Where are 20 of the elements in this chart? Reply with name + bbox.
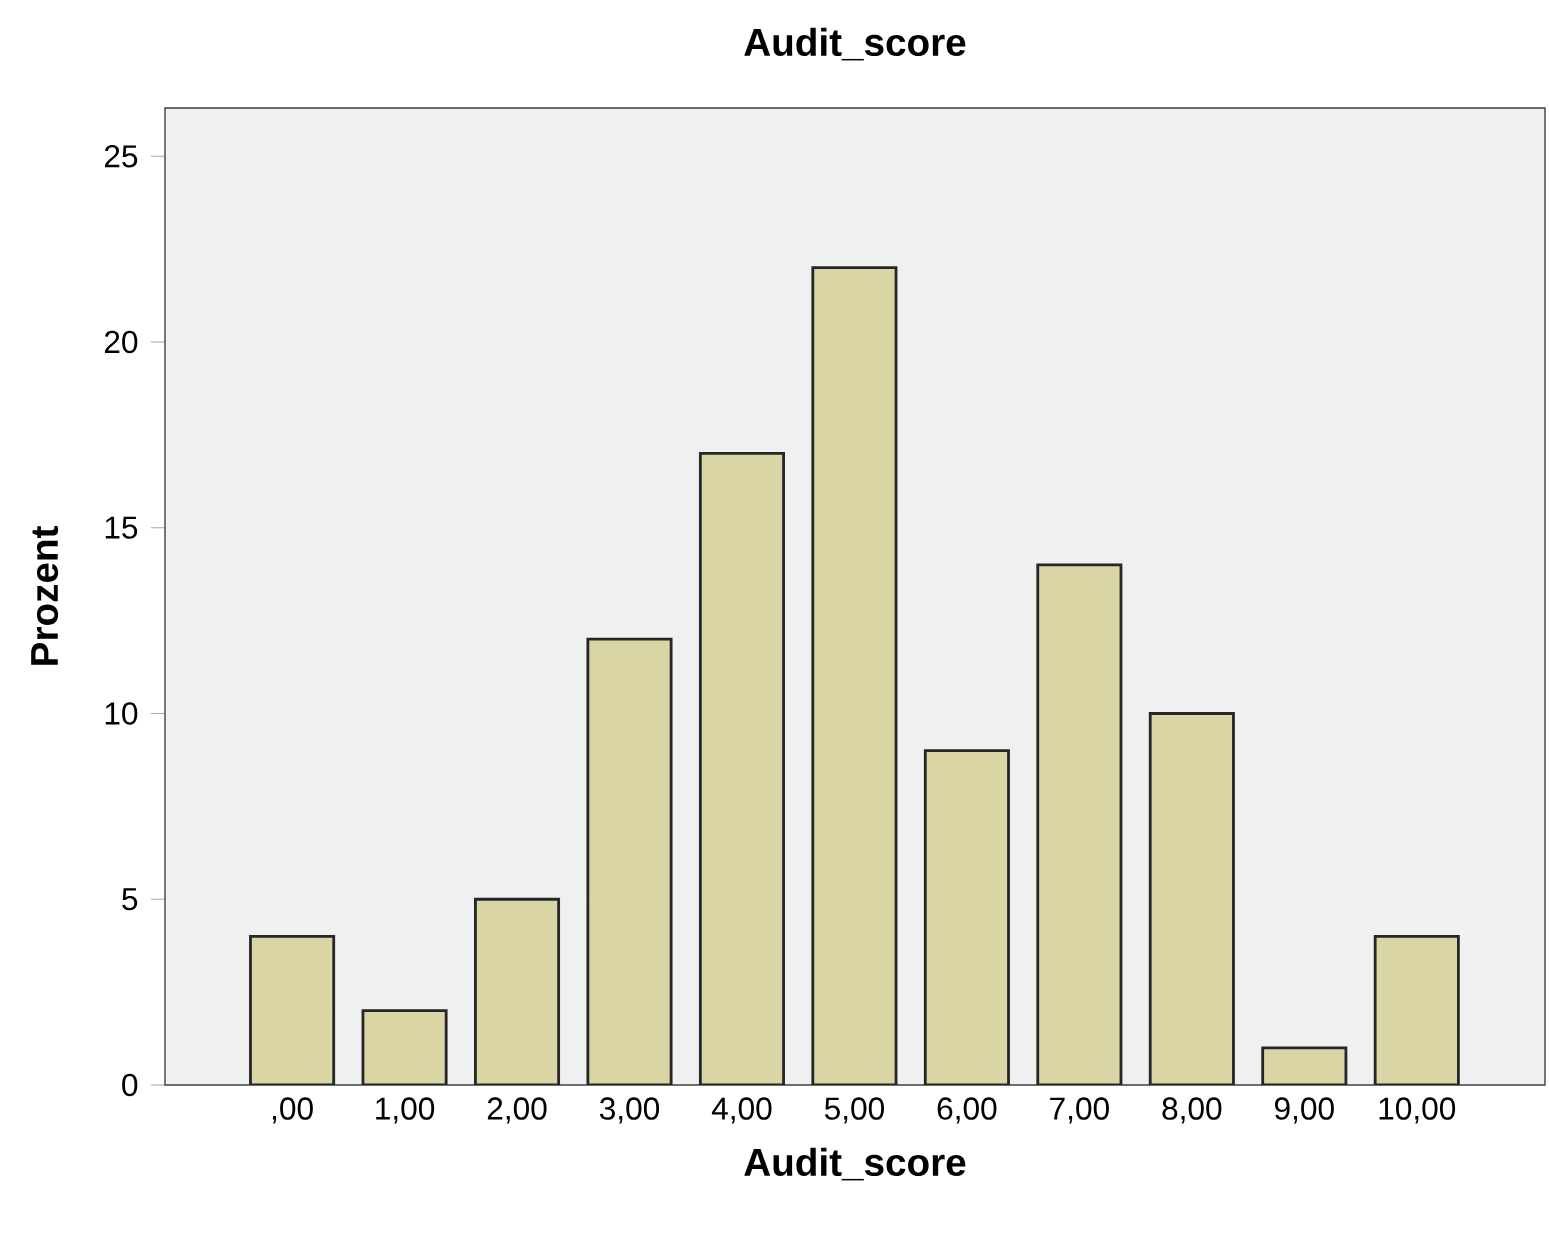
x-tick-label: 7,00	[1050, 1097, 1109, 1124]
y-tick-label: 10	[105, 702, 138, 725]
y-axis-title: Prozent	[31, 526, 59, 665]
x-tick-label: 3,00	[599, 1097, 660, 1124]
x-tick-label: ,00	[272, 1097, 313, 1124]
x-tick-label: 5,00	[824, 1097, 884, 1124]
y-tick-label: 5	[122, 888, 138, 911]
chart-title: Audit_score	[744, 27, 966, 61]
y-tick-label: 25	[104, 145, 138, 168]
y-tick-label: 15	[105, 516, 138, 539]
y-tick-label: 20	[104, 330, 138, 354]
y-tick-label: 0	[122, 1073, 138, 1097]
x-axis-title: Audit_score	[744, 1147, 966, 1181]
x-tick-label: 10,00	[1379, 1097, 1456, 1124]
x-tick-label: 1,00	[376, 1097, 435, 1124]
x-tick-label: 8,00	[1162, 1097, 1222, 1124]
x-tick-label: 9,00	[1275, 1097, 1334, 1124]
x-tick-label: 2,00	[487, 1097, 547, 1124]
x-tick-label: 6,00	[937, 1097, 997, 1124]
x-tick-label: 4,00	[711, 1097, 772, 1124]
